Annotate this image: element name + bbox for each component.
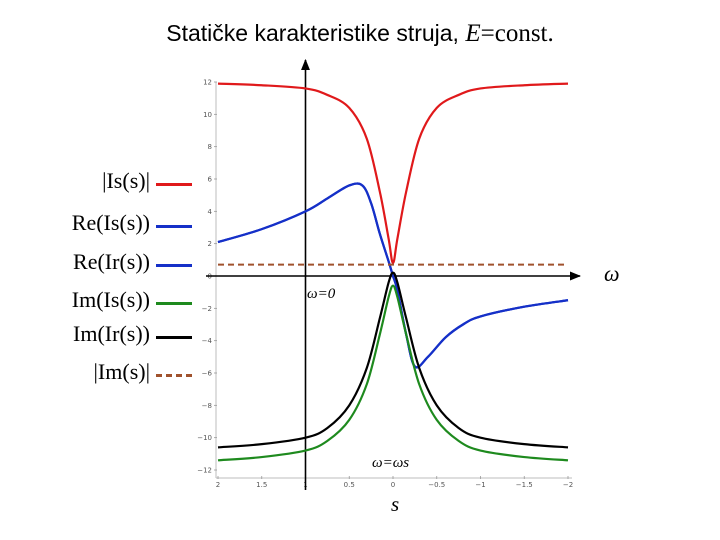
y-tick-label: −6: [202, 370, 213, 378]
legend-swatch: [156, 302, 192, 305]
legend-item: Re(Is(s)): [58, 210, 198, 244]
title-variable: E: [465, 20, 481, 47]
re-ir-curve: [217, 182, 569, 369]
omega-axis-label: ω: [604, 261, 620, 286]
omega-sync-label: ω=ωs: [372, 455, 409, 471]
y-tick-label: 6: [208, 176, 213, 184]
legend-swatch: [156, 374, 192, 377]
legend-swatch: [156, 264, 192, 267]
legend-item: |Is(s)|: [58, 168, 198, 202]
x-tick-label: −2: [563, 481, 573, 489]
s-axis-label: s: [391, 492, 399, 516]
slide-title: Statičke karakteristike struja, E=const.: [0, 20, 720, 48]
omega-zero-label: ω=0: [307, 286, 336, 302]
legend-item: Im(Is(s)): [58, 287, 198, 321]
x-tick-label: 0.5: [344, 481, 355, 489]
legend-label: Re(Ir(s)): [73, 249, 150, 274]
y-tick-label: −2: [202, 305, 212, 313]
x-tick-label: 0: [391, 481, 395, 489]
legend-swatch: [156, 183, 192, 186]
legend-label: |Im(s)|: [93, 359, 150, 384]
title-prefix: Statičke karakteristike struja,: [166, 20, 466, 46]
y-tick-label: −10: [197, 434, 212, 442]
legend-item: Re(Ir(s)): [58, 249, 198, 283]
y-tick-label: 2: [208, 240, 212, 248]
x-tick-label: 1.5: [256, 481, 267, 489]
abs-is-curve: [217, 82, 569, 265]
legend-label: Im(Ir(s)): [73, 321, 150, 346]
x-tick-label: −1: [475, 481, 485, 489]
y-tick-label: 8: [208, 143, 212, 151]
legend-label: Im(Is(s)): [71, 287, 150, 312]
legend-item: Im(Ir(s)): [58, 321, 198, 355]
y-tick-label: 4: [208, 208, 213, 216]
y-tick-label: 10: [203, 111, 212, 119]
y-tick-label: −4: [202, 337, 213, 345]
legend-item: |Im(s)|: [58, 359, 198, 393]
title-suffix: =const.: [480, 20, 554, 47]
x-tick-label: 2: [216, 481, 220, 489]
im-is-curve: [217, 284, 569, 462]
legend-label: Re(Is(s)): [71, 210, 150, 235]
x-tick-label: −1.5: [516, 481, 533, 489]
y-tick-label: 12: [203, 79, 212, 87]
im-ir-curve: [217, 271, 569, 449]
y-tick-label: −12: [197, 467, 212, 475]
legend-swatch: [156, 336, 192, 339]
y-tick-label: −8: [202, 402, 212, 410]
x-tick-label: −0.5: [428, 481, 445, 489]
legend-swatch: [156, 225, 192, 228]
legend-label: |Is(s)|: [102, 168, 150, 193]
